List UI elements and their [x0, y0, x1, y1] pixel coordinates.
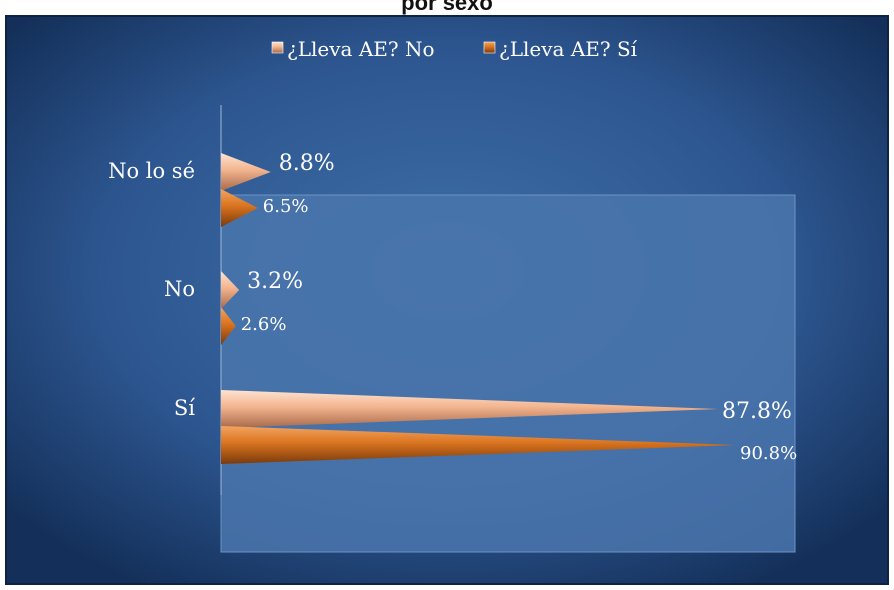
chart-title: por sexo	[401, 0, 493, 15]
legend-label-si: ¿Lleva AE? Sí	[499, 37, 638, 61]
legend-swatch-no	[271, 41, 284, 54]
data-label: 87.8%	[722, 399, 792, 424]
data-label: 8.8%	[279, 151, 335, 176]
bar-cone	[221, 189, 258, 227]
data-label: 2.6%	[241, 314, 287, 335]
bar-cone	[221, 153, 271, 191]
bar-cone	[221, 271, 240, 309]
category-label: No	[164, 277, 195, 301]
data-label: 6.5%	[263, 196, 309, 217]
bar-cone	[221, 390, 718, 428]
data-label: 90.8%	[740, 443, 797, 464]
category-label: Sí	[174, 396, 195, 420]
legend-swatch-si	[483, 41, 496, 54]
category-label: No lo sé	[108, 159, 195, 183]
legend: ¿Lleva AE? No ¿Lleva AE? Sí	[271, 37, 638, 61]
plot-area	[220, 194, 796, 553]
data-label: 3.2%	[247, 269, 303, 294]
legend-label-no: ¿Lleva AE? No	[287, 37, 434, 61]
bar-cone	[221, 426, 735, 464]
bar-cone	[221, 307, 236, 345]
